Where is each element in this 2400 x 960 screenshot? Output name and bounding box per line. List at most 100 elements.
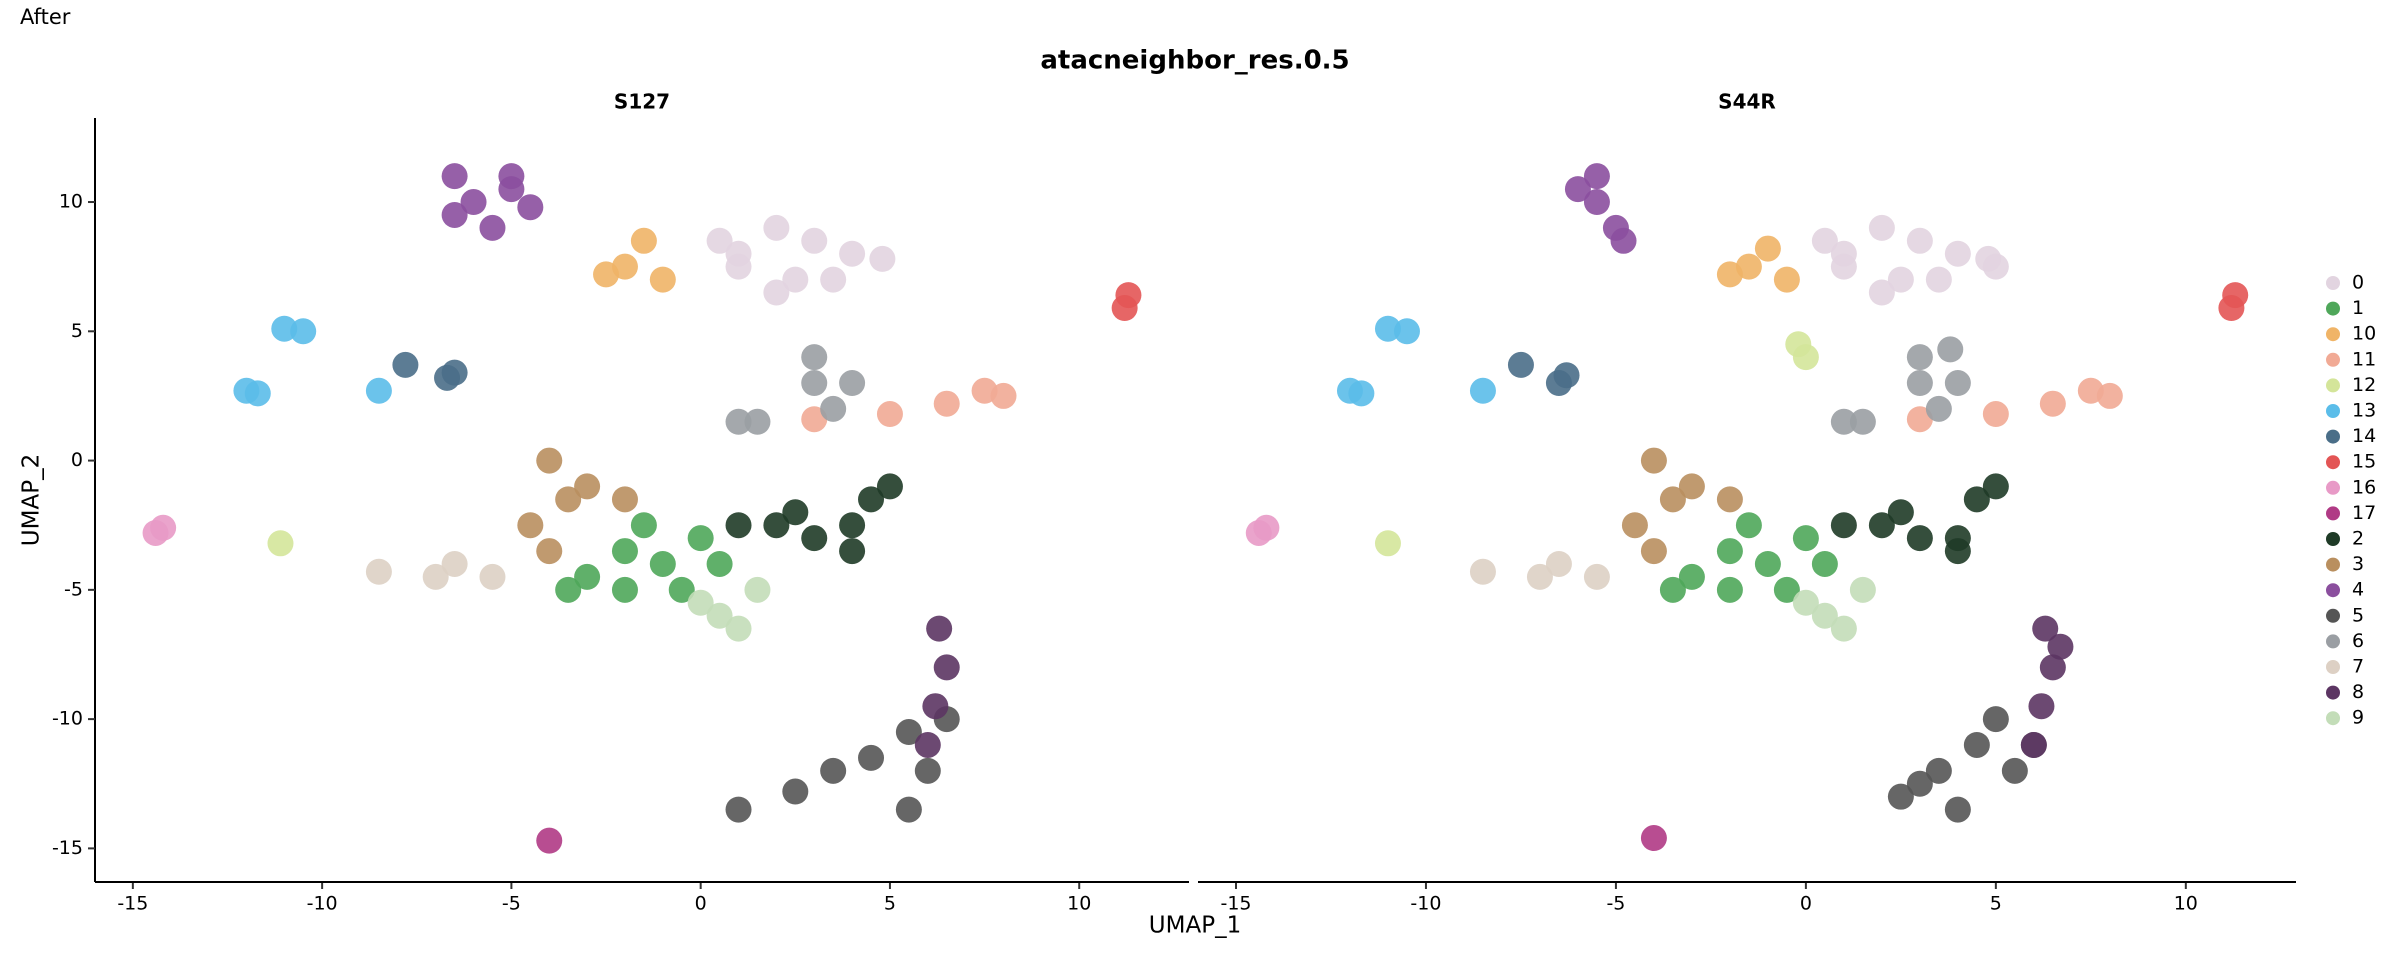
point <box>555 486 582 513</box>
point <box>290 318 317 345</box>
point <box>1792 344 1819 371</box>
point <box>1583 189 1610 216</box>
legend-label: 0 <box>2352 272 2364 294</box>
point <box>2028 693 2055 720</box>
x-tick-label: 10 <box>2174 893 2198 915</box>
legend-marker <box>2326 404 2340 418</box>
corner-label: After <box>20 5 71 29</box>
legend-marker <box>2326 660 2340 674</box>
point <box>498 163 525 190</box>
point <box>725 408 752 435</box>
point <box>2032 615 2059 642</box>
point <box>1906 227 1933 254</box>
y-tick-label: 5 <box>71 320 83 342</box>
point <box>2039 654 2066 681</box>
x-tick-label: -10 <box>307 893 338 915</box>
point <box>1944 538 1971 565</box>
point <box>839 512 866 539</box>
point <box>1640 825 1667 852</box>
point <box>725 512 752 539</box>
point <box>820 395 847 422</box>
point <box>1469 558 1496 585</box>
point <box>1583 563 1610 590</box>
point <box>1716 261 1743 288</box>
legend-marker <box>2326 685 2340 700</box>
point <box>1792 589 1819 616</box>
point <box>1937 336 1964 363</box>
point <box>1716 576 1743 603</box>
point <box>1374 315 1401 342</box>
point <box>1545 550 1572 577</box>
point <box>1849 576 1876 603</box>
panel-title: S44R <box>1718 90 1776 114</box>
x-tick-label: 5 <box>884 893 896 915</box>
point <box>1887 783 1914 810</box>
point <box>933 654 960 681</box>
point <box>150 514 177 541</box>
point <box>574 473 601 500</box>
point <box>839 538 866 565</box>
point <box>1564 176 1591 203</box>
legend-label: 14 <box>2352 425 2376 447</box>
point <box>517 512 544 539</box>
x-tick-label: -5 <box>502 893 521 915</box>
y-tick-label: -15 <box>52 837 83 859</box>
point <box>839 240 866 267</box>
legend-label: 1 <box>2352 297 2364 319</box>
point <box>649 550 676 577</box>
point <box>933 390 960 417</box>
legend-marker <box>2326 634 2340 649</box>
point <box>1963 731 1990 758</box>
legend-marker <box>2326 608 2340 623</box>
point <box>1887 266 1914 293</box>
point <box>267 530 294 557</box>
point <box>649 266 676 293</box>
point <box>1678 473 1705 500</box>
point <box>1868 512 1895 539</box>
point <box>801 525 828 552</box>
point <box>725 253 752 280</box>
legend-label: 7 <box>2352 656 2364 678</box>
point <box>839 370 866 397</box>
point <box>706 550 733 577</box>
legend-marker <box>2326 557 2340 572</box>
point <box>1754 550 1781 577</box>
legend-label: 8 <box>2352 681 2364 703</box>
point <box>820 757 847 784</box>
legend-label: 2 <box>2352 528 2364 550</box>
legend-marker <box>2326 429 2340 444</box>
point <box>1374 530 1401 557</box>
point <box>1111 295 1138 322</box>
x-tick-label: 0 <box>1800 893 1812 915</box>
point <box>1906 370 1933 397</box>
point <box>1906 406 1933 433</box>
point <box>1773 576 1800 603</box>
point <box>922 693 949 720</box>
legend-marker <box>2326 327 2340 342</box>
point <box>801 370 828 397</box>
point <box>392 351 419 378</box>
point <box>1944 796 1971 823</box>
legend-label: 11 <box>2352 348 2376 370</box>
point <box>1811 602 1838 629</box>
point <box>1754 235 1781 262</box>
x-tick-label: 10 <box>1067 893 1091 915</box>
point <box>1348 380 1375 407</box>
point <box>1553 362 1580 389</box>
point <box>820 266 847 293</box>
point <box>1640 538 1667 565</box>
point <box>876 473 903 500</box>
point <box>1906 344 1933 371</box>
point <box>1982 473 2009 500</box>
legend-label: 6 <box>2352 630 2364 652</box>
point <box>706 227 733 254</box>
point <box>763 214 790 241</box>
legend-label: 4 <box>2352 579 2364 601</box>
point <box>744 408 771 435</box>
point <box>782 266 809 293</box>
point <box>801 344 828 371</box>
point <box>479 563 506 590</box>
point <box>990 382 1017 409</box>
legend-marker <box>2326 455 2340 470</box>
